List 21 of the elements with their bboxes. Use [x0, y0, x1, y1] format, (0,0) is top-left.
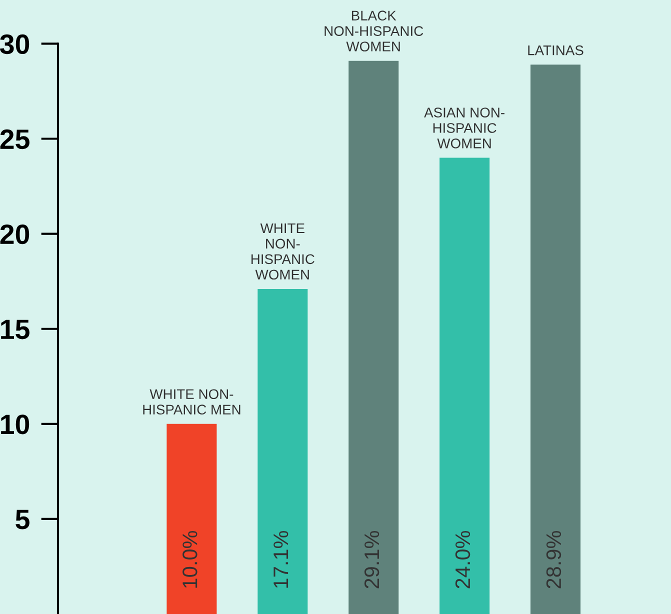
y-tick-label: 30: [0, 34, 30, 54]
bar: [258, 288, 308, 614]
data-label: 29.1%: [364, 530, 380, 588]
x-tick-label: WHITE NON- HISPANIC MEN: [143, 389, 240, 415]
data-label: 17.1%: [274, 530, 288, 588]
bar: [166, 424, 217, 614]
bar: [348, 60, 399, 614]
data-label: 24.0%: [455, 530, 470, 588]
y-tick-label: 15: [1, 320, 30, 340]
y-tick-label: 10: [1, 414, 30, 434]
x-tick-label: BLACK NON-HISPANIC WOMEN: [324, 10, 424, 52]
bar: [530, 64, 581, 614]
bar: [440, 158, 490, 614]
x-tick-label: ASIAN NON- HISPANIC WOMEN: [424, 108, 504, 148]
y-tick-label: 25: [0, 129, 30, 150]
x-tick-label: LATINAS: [528, 45, 584, 56]
data-label: 28.9%: [546, 530, 562, 588]
data-label: 10.0%: [182, 530, 198, 588]
y-tick-label: 20: [0, 224, 30, 244]
y-tick-label: 5: [16, 510, 30, 530]
x-tick-label: WHITE NON- HISPANIC WOMEN: [251, 223, 314, 280]
